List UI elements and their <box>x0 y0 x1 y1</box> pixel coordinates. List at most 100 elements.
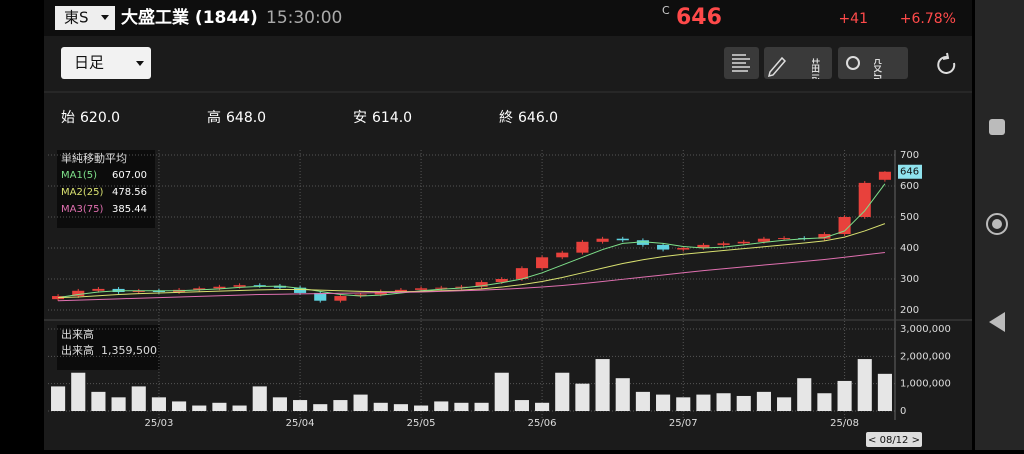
v-tick-label: 2,000,000 <box>900 351 951 362</box>
vol-legend-bg <box>57 325 160 370</box>
ohlc-label: 安 <box>353 110 367 126</box>
ma-line <box>58 183 886 299</box>
volume-bar <box>615 378 630 411</box>
candle-body <box>132 290 145 293</box>
volume-bar <box>494 372 509 411</box>
candle-body <box>72 290 85 297</box>
x-tick-label: 25/05 <box>407 418 436 429</box>
candle-body <box>697 244 710 248</box>
spacer <box>0 0 1 1</box>
x-tick-label: 25/04 <box>286 418 315 429</box>
volume-bar <box>857 359 872 411</box>
volume-bar <box>756 391 771 411</box>
volume-bar <box>393 404 408 411</box>
candle-body <box>455 286 468 288</box>
pencil-icon <box>767 56 787 78</box>
dropdown-arrow <box>101 15 109 20</box>
y-tick-label: 600 <box>900 181 919 192</box>
volume-bar <box>696 394 711 411</box>
price: 646 <box>676 5 722 30</box>
x-tick-label: 25/03 <box>145 418 174 429</box>
volume-bar <box>192 405 207 411</box>
volume-bar <box>736 395 751 411</box>
candle-body <box>636 240 649 245</box>
y-tick-label: 500 <box>900 212 919 223</box>
x-tick-label: 25/07 <box>669 418 698 429</box>
nav-back[interactable] <box>989 312 1005 332</box>
y-tick-label: 300 <box>900 274 919 285</box>
ohlc-label: 高 <box>207 109 221 126</box>
x-tick-label: 25/08 <box>830 418 859 429</box>
ma-legend-bg <box>57 150 155 228</box>
period: 日足 <box>74 54 104 72</box>
vol-legend-title: 出来高 <box>61 327 94 341</box>
candle-body <box>556 252 569 258</box>
market: 東S <box>64 9 89 27</box>
volume-bar <box>111 397 126 411</box>
candle-body <box>818 234 831 239</box>
v-tick-label: 1,000,000 <box>900 379 951 390</box>
volume-bar <box>131 386 146 411</box>
period-select[interactable] <box>61 47 151 79</box>
candle-body <box>495 279 508 283</box>
vol-legend-value: 1,359,500 <box>101 344 157 357</box>
candle-body <box>314 292 327 301</box>
change-pct: +6.78% <box>900 11 956 27</box>
volume-bar <box>172 401 187 411</box>
period-arrow <box>136 61 144 66</box>
volume-bar <box>535 402 550 411</box>
candle-body <box>213 286 226 289</box>
candle-body <box>657 244 670 250</box>
y-tick-label: 200 <box>900 305 919 316</box>
refresh-icon[interactable] <box>937 55 956 74</box>
ohlc-value: 614.0 <box>372 110 412 126</box>
candle-body <box>334 296 347 301</box>
candle-body <box>394 289 407 292</box>
volume-bar <box>777 397 792 411</box>
draw-button[interactable] <box>764 47 832 79</box>
ohlc-label: 始 <box>61 110 75 126</box>
y-tick-label: 400 <box>900 243 919 254</box>
candle-body <box>354 294 367 297</box>
nav-home[interactable] <box>986 213 1008 235</box>
volume-bar <box>514 400 529 411</box>
time: 15:30:00 <box>266 8 342 28</box>
ohlc-value: 646.0 <box>518 110 558 126</box>
settings-text: 設定 <box>874 58 884 79</box>
volume-bar <box>151 397 166 411</box>
volume-bar <box>797 378 812 411</box>
volume-bar <box>232 405 247 411</box>
v-tick-label: 0 <box>900 406 906 417</box>
stock-name: 大盛工業 (1844) <box>121 7 258 28</box>
nav-recent[interactable] <box>989 119 1005 135</box>
candle-body <box>294 287 307 293</box>
cursor-date: < 08/12 > <box>868 435 920 446</box>
candle-body <box>253 285 266 287</box>
ohlc-value: 620.0 <box>80 110 120 126</box>
candle-body <box>717 243 730 245</box>
draw-text: 描画 <box>812 58 822 79</box>
volume-bar <box>656 394 671 411</box>
candle-body <box>475 282 488 287</box>
vol-legend-name: 出来高 <box>61 343 94 357</box>
candle-body <box>415 288 428 290</box>
volume-bar <box>716 393 731 411</box>
volume-bar <box>575 383 590 411</box>
candle-body <box>193 288 206 290</box>
ma-legend-value: 478.56 <box>112 187 147 198</box>
ma-legend-name: MA3(75) <box>61 204 103 215</box>
ma-line <box>58 223 886 299</box>
ma-legend-value: 385.44 <box>112 204 147 215</box>
settings-button[interactable] <box>838 47 908 79</box>
candle-body <box>152 290 165 293</box>
header-bar <box>44 0 972 36</box>
volume-bar <box>555 372 570 411</box>
volume-bar <box>676 397 691 411</box>
volume-bar <box>837 380 852 411</box>
ohlc-label: 終 <box>499 110 513 126</box>
volume-bar <box>454 402 469 411</box>
volume-bar <box>313 404 328 411</box>
change: +41 <box>838 11 868 27</box>
nav-home-dot <box>992 219 1002 229</box>
